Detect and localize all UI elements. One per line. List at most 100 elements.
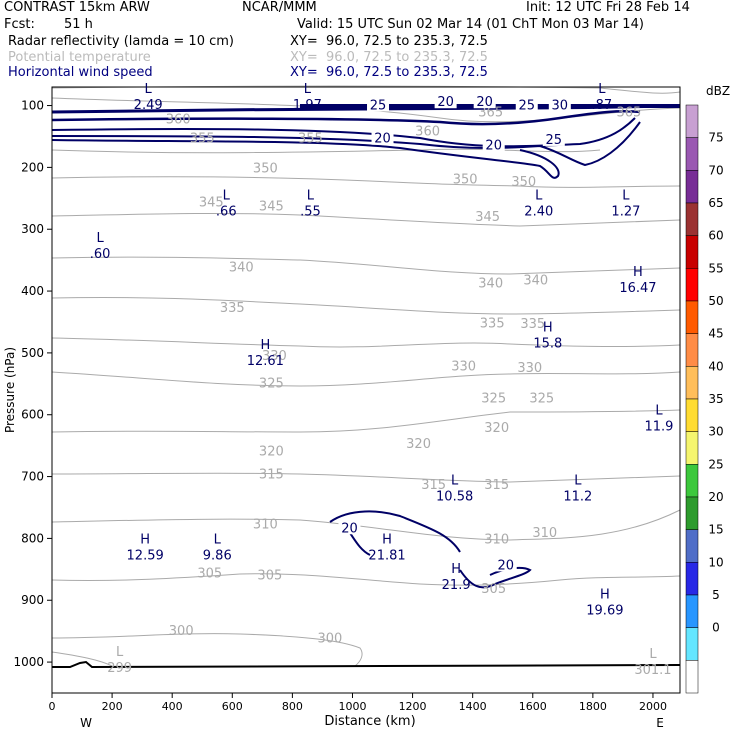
theta-contour-315 [51, 472, 681, 483]
wind-contour-label: 30 [552, 98, 569, 113]
extremum-symbol: L [96, 231, 104, 246]
extremum-symbol: H [633, 265, 643, 280]
wind-contour-label: 20 [497, 558, 514, 573]
wind-contour-label: 20 [485, 139, 502, 154]
y-tick-label: 200 [21, 160, 44, 174]
theta-contour-label: 340 [523, 273, 548, 288]
wind-labels: 25 20 20 25 30 20 20 25 20 20 [338, 93, 571, 573]
theta-contour-label: 350 [453, 173, 478, 188]
colorbar-swatch [685, 104, 699, 138]
fcst-label: Fcst: [4, 17, 35, 32]
colorbar-unit: dBZ [706, 84, 730, 98]
colorbar-label: 20 [708, 490, 723, 504]
theta-contour-340 [51, 256, 681, 275]
wind-label-bg [542, 130, 565, 146]
wind-contour-label: 25 [518, 98, 535, 113]
colorbar-label: 70 [708, 163, 723, 177]
colorbar-swatch [685, 366, 699, 400]
wind-contour-label: 20 [437, 95, 454, 110]
x-tick-label: 200 [102, 700, 123, 713]
colorbar-label: 15 [708, 523, 723, 537]
wind-contour-label: 20 [341, 521, 358, 536]
theta-contour-label: 325 [259, 377, 284, 392]
wind-label-bg [482, 136, 505, 152]
colorbar-label: 55 [708, 261, 723, 275]
y-tick-label: 300 [21, 222, 44, 236]
y-tick-label: 100 [21, 99, 44, 113]
theta-contour-label: 305 [257, 568, 282, 583]
extremum-symbol: L [307, 189, 315, 204]
extremum-value: .60 [90, 247, 111, 262]
theta-labels: 355 355 360 360 365 365 350 350 350 345 345 345 340 3… [166, 106, 642, 647]
extremum-value: 21.81 [368, 548, 405, 563]
theta-contour-label: 350 [511, 175, 536, 190]
x-tick-label: 600 [222, 700, 243, 713]
extremum-symbol: H [543, 320, 553, 335]
x-tick-label: 1200 [399, 700, 427, 713]
wind-contour-20-cell [329, 510, 461, 553]
theta-contour-label: 310 [484, 532, 509, 547]
extremum-symbol: L [622, 189, 630, 204]
theta-contour-label: 365 [478, 106, 503, 121]
wind-label-bg [434, 93, 457, 109]
extremum-value: 2.49 [134, 98, 163, 113]
theta-contour-label: 310 [532, 526, 557, 541]
theta-contour-label: 300 [318, 631, 343, 646]
extremum-symbol: L [451, 474, 459, 489]
wind-label-bg [515, 96, 538, 112]
theta-contour-label: 315 [421, 478, 446, 493]
theta-contour-label: 310 [253, 518, 278, 533]
colorbar-swatch [685, 431, 699, 465]
theta-contour-320 [51, 409, 681, 433]
extremum-value: 11.9 [644, 420, 673, 435]
theta-contour-label: 340 [478, 276, 503, 291]
extremum-value: 1.97 [293, 98, 322, 113]
theta-contour-label: 335 [220, 301, 245, 316]
wind-label-bg [367, 96, 390, 112]
theta-contour-360 [51, 97, 681, 123]
y-tick-label: 700 [21, 470, 44, 484]
colorbar-label: 65 [708, 196, 723, 210]
plot-frame [51, 86, 681, 694]
x-tick-label: 1400 [459, 700, 487, 713]
colorbar-label: 0 [712, 621, 720, 635]
field1-label: Radar reflectivity (lamda = 10 cm) [8, 34, 234, 49]
colorbar-label: 75 [708, 131, 723, 145]
theta-contour-label: 345 [199, 195, 224, 210]
theta-contour-label: 360 [166, 113, 191, 128]
fcst-value: 51 h [64, 17, 93, 32]
x-tick-label: 0 [49, 700, 56, 713]
extremum-value: 10.58 [436, 490, 473, 505]
colorbar-label: 50 [708, 294, 723, 308]
wind-contour-25 [51, 121, 641, 167]
wind-label-bg [494, 556, 517, 572]
theta-contour-label: 330 [262, 349, 287, 364]
y-tick-label: 800 [21, 531, 44, 545]
y-axis-title: Pressure (hPa) [3, 347, 17, 433]
theta-contour-label: 365 [617, 106, 642, 121]
extremum-symbol: H [600, 587, 610, 602]
x-tick-label: 400 [162, 700, 183, 713]
y-tick-label: 900 [21, 593, 44, 607]
wind-contour-jet-3 [51, 117, 636, 148]
field2-xy: XY= 96.0, 72.5 to 235.3, 72.5 [290, 50, 488, 65]
model-title: CONTRAST 15km ARW [4, 0, 150, 15]
theta-contour-325 [51, 371, 681, 387]
theta-contour-label: 350 [253, 161, 278, 176]
theta-contour-label: 355 [298, 132, 323, 147]
ground-line [52, 660, 681, 669]
x-axis-title: Distance (km) [324, 714, 415, 729]
init-label: Init: 12 UTC Fri 28 Feb 14 [526, 0, 690, 15]
pressure-ticks: 100 200 300 400 500 600 700 800 900 1000 [13, 99, 52, 669]
wind-label-bg [338, 519, 361, 535]
extremum-value: 301.1 [634, 663, 671, 678]
extremum-value: 9.86 [203, 548, 232, 563]
colorbar-swatch [685, 170, 699, 204]
center-label: NCAR/MMM [242, 0, 317, 15]
theta-contour-label: 335 [520, 317, 545, 332]
extremum-value: 1.27 [611, 205, 640, 220]
field3-xy: XY= 96.0, 72.5 to 235.3, 72.5 [290, 65, 488, 80]
extremum-value: 299 [107, 661, 132, 676]
theta-contour-label: 320 [259, 445, 284, 460]
